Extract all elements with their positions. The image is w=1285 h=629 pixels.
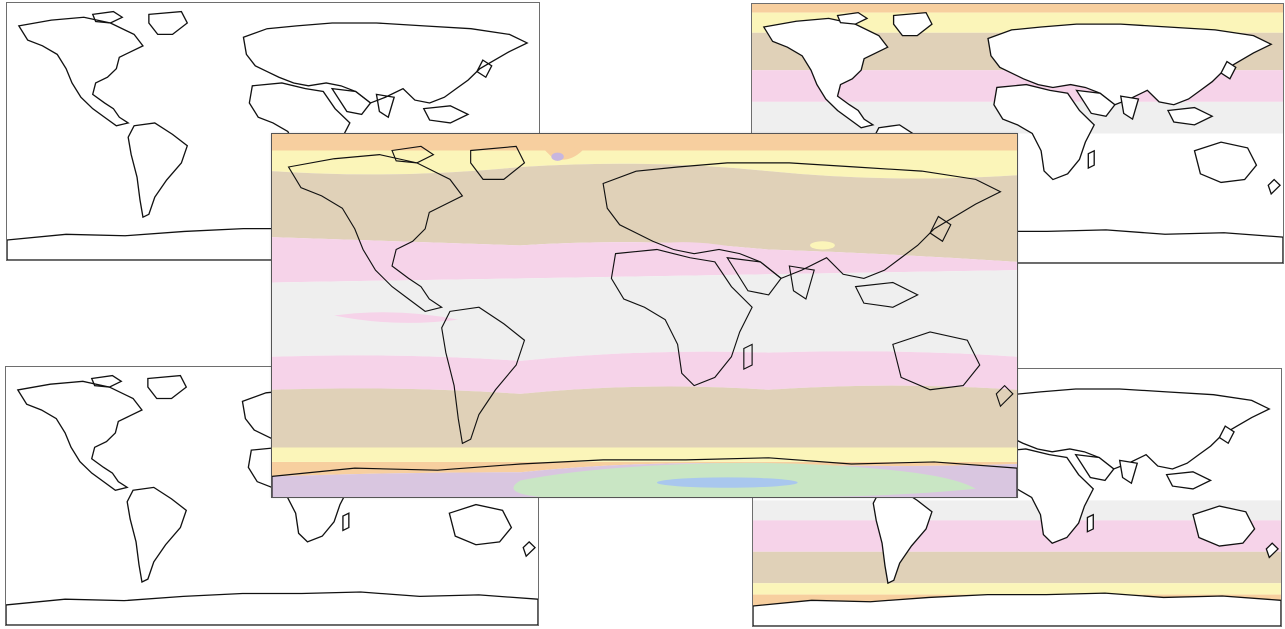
land-fill-bands bbox=[6, 498, 538, 625]
map-bottom-right-canvas bbox=[753, 376, 1281, 626]
map-bottom-left-canvas bbox=[6, 374, 538, 625]
map-top-right-canvas bbox=[752, 4, 1283, 263]
global-fill-bands bbox=[272, 134, 1017, 497]
map-top-right bbox=[751, 3, 1284, 264]
map-center-canvas bbox=[272, 134, 1017, 497]
map-center-main bbox=[271, 133, 1018, 498]
